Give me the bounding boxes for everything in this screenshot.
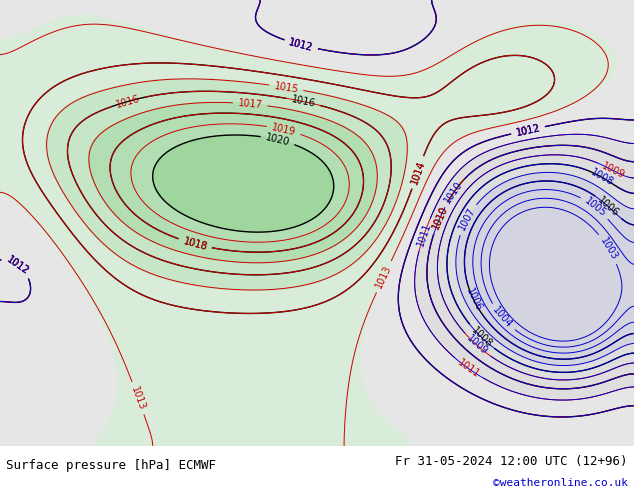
Text: 1007: 1007 (456, 206, 477, 232)
Text: ©weatheronline.co.uk: ©weatheronline.co.uk (493, 478, 628, 489)
Text: 1016: 1016 (115, 93, 141, 110)
Text: 1003: 1003 (598, 236, 619, 262)
Text: 1015: 1015 (273, 81, 299, 95)
Text: 1006: 1006 (596, 195, 621, 219)
Text: 1013: 1013 (129, 385, 147, 412)
Text: 1005: 1005 (582, 196, 608, 219)
Text: 1006: 1006 (464, 287, 484, 313)
Text: 1018: 1018 (182, 236, 208, 252)
Text: 1014: 1014 (409, 159, 427, 186)
Text: 1010: 1010 (430, 204, 450, 231)
Text: 1012: 1012 (4, 254, 30, 276)
Text: Fr 31-05-2024 12:00 UTC (12+96): Fr 31-05-2024 12:00 UTC (12+96) (395, 455, 628, 468)
Text: 1016: 1016 (290, 94, 316, 109)
Text: 1018: 1018 (182, 236, 208, 252)
Text: 1010: 1010 (443, 179, 465, 205)
Text: 1012: 1012 (288, 37, 314, 53)
Text: 1010: 1010 (430, 204, 450, 231)
Text: 1009: 1009 (465, 334, 489, 357)
Text: 1008: 1008 (589, 167, 615, 188)
Text: 1012: 1012 (515, 122, 541, 138)
Text: 1011: 1011 (456, 357, 481, 380)
Text: 1004: 1004 (491, 305, 514, 330)
Text: 1013: 1013 (374, 264, 394, 290)
Text: 1008: 1008 (469, 325, 494, 349)
Text: 1019: 1019 (271, 122, 297, 137)
Text: Surface pressure [hPa] ECMWF: Surface pressure [hPa] ECMWF (6, 459, 216, 472)
Text: 1012: 1012 (4, 254, 30, 276)
Text: 1012: 1012 (515, 122, 541, 138)
Text: 1009: 1009 (600, 161, 626, 180)
Text: 1014: 1014 (409, 159, 427, 186)
Text: 1011: 1011 (415, 221, 433, 248)
Text: 1012: 1012 (288, 37, 314, 53)
Text: 1017: 1017 (238, 98, 263, 110)
Text: 1012: 1012 (288, 37, 314, 53)
Text: 1012: 1012 (4, 254, 30, 276)
Text: 1020: 1020 (264, 132, 291, 147)
Text: 1012: 1012 (515, 122, 541, 138)
